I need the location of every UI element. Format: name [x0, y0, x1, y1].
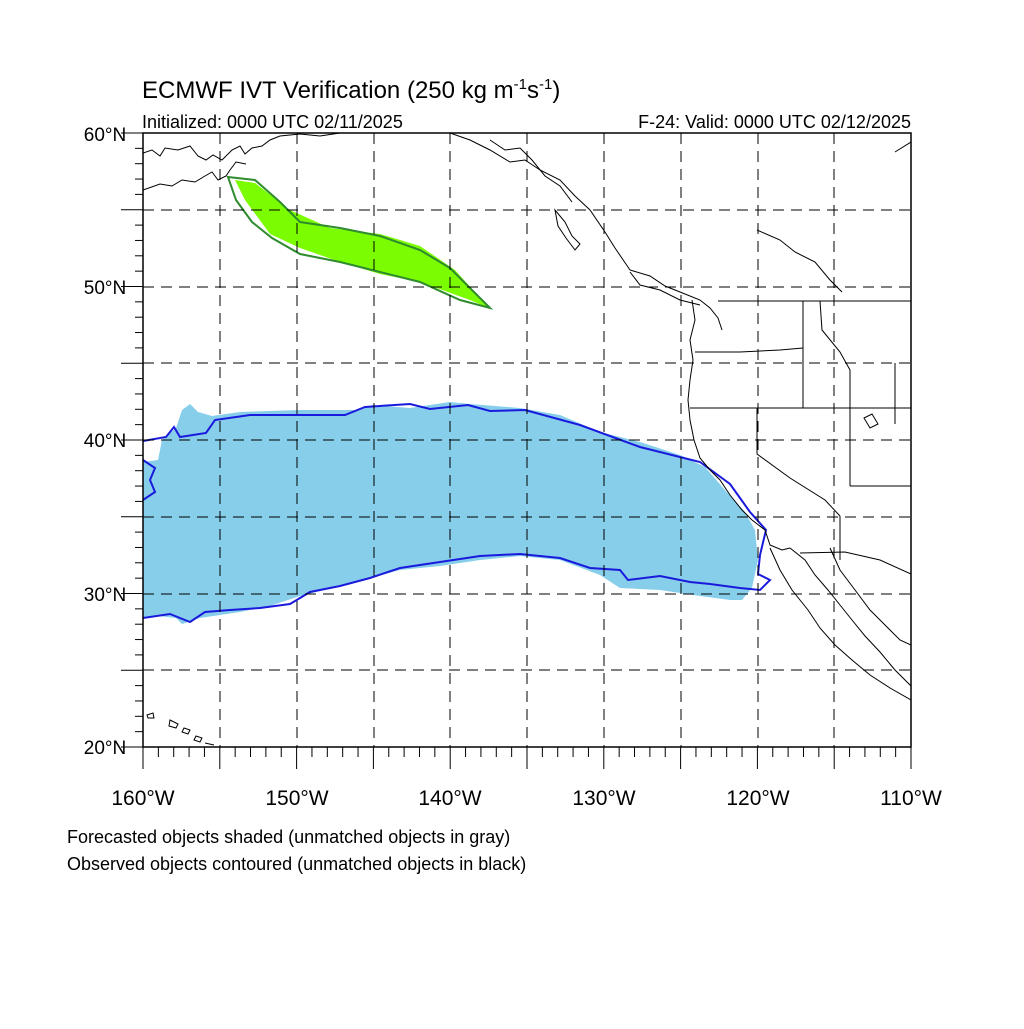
lat-label-60n: 60°N — [84, 125, 126, 146]
political-boundaries — [690, 141, 911, 575]
observed-contour-north — [226, 175, 494, 310]
latitude-labels: 60°N 50°N 40°N 30°N 20°N — [84, 125, 126, 759]
lon-label-160w: 160°W — [111, 787, 174, 810]
initialized-label: Initialized: 0000 UTC 02/11/2025 — [142, 112, 403, 132]
map-title: ECMWF IVT Verification (250 kg m-1s-1) — [142, 76, 560, 104]
forecast-object-north — [235, 180, 489, 308]
lon-label-150w: 150°W — [265, 787, 328, 810]
lon-label-110w: 110°W — [880, 787, 942, 810]
axis-ticks — [121, 132, 912, 769]
graticule — [143, 133, 911, 747]
coastlines — [143, 133, 911, 746]
lon-label-120w: 120°W — [726, 787, 789, 810]
footnote-forecast: Forecasted objects shaded (unmatched obj… — [67, 827, 510, 847]
lat-label-30n: 30°N — [84, 585, 126, 606]
observed-contour-south — [143, 402, 772, 624]
footnote-observed: Observed objects contoured (unmatched ob… — [67, 854, 526, 874]
lon-label-140w: 140°W — [418, 787, 481, 810]
lat-label-40n: 40°N — [84, 431, 126, 452]
longitude-labels: 160°W 150°W 140°W 130°W 120°W 110°W — [111, 787, 942, 810]
lon-label-130w: 130°W — [572, 787, 635, 810]
lat-label-50n: 50°N — [84, 278, 126, 299]
valid-label: F-24: Valid: 0000 UTC 02/12/2025 — [638, 112, 911, 132]
lat-label-20n: 20°N — [84, 738, 126, 759]
